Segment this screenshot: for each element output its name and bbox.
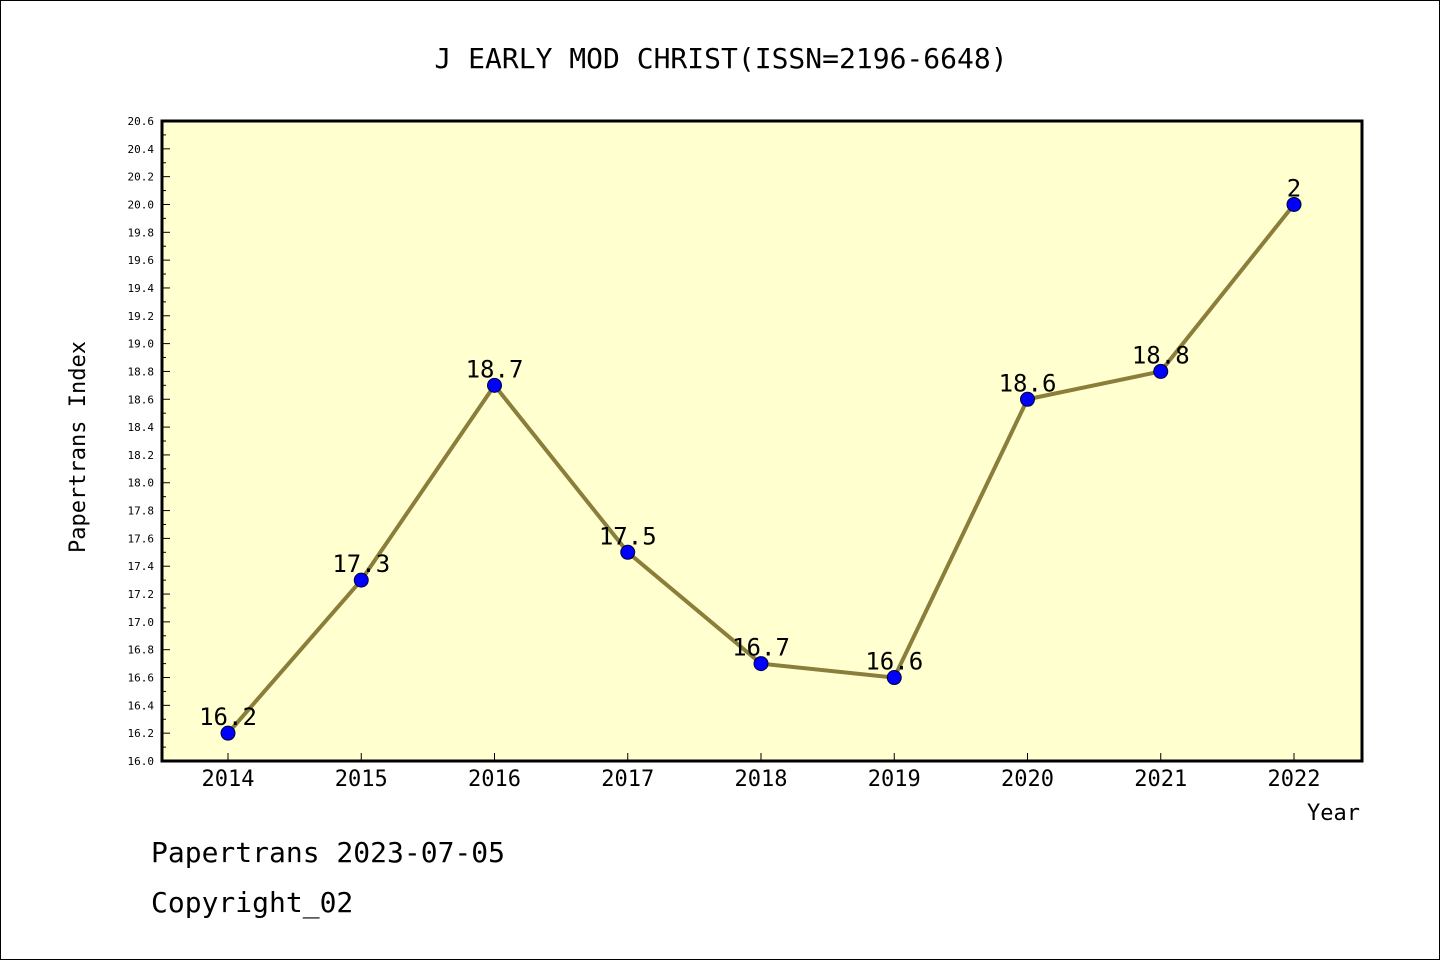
data-label: 2 [1287, 174, 1301, 202]
y-tick-label: 20.2 [128, 171, 155, 184]
y-tick-label: 17.4 [128, 560, 155, 573]
data-point [353, 572, 369, 588]
data-point [487, 377, 502, 393]
x-axis: 2014 2015 2016 2017 2018 2019 2020 2021 2022 [202, 753, 1321, 792]
x-axis-label: Year [1307, 801, 1360, 826]
y-axis-label: Papertrans Index [66, 341, 91, 553]
x-tick-label: 2017 [601, 767, 654, 792]
y-tick-label: 18.0 [128, 477, 155, 490]
y-tick-label: 20.6 [128, 115, 155, 128]
chart-title: J EARLY MOD CHRIST(ISSN=2196-6648) [434, 42, 1007, 75]
x-tick-label: 2021 [1134, 767, 1187, 792]
y-tick-label: 16.6 [128, 672, 155, 685]
y-tick-label: 19.4 [128, 282, 155, 295]
y-tick-label: 17.2 [128, 588, 155, 601]
data-label: 17.3 [332, 550, 390, 578]
data-label: 18.7 [466, 355, 524, 383]
data-label: 16.2 [199, 703, 257, 731]
y-tick-label: 18.4 [128, 421, 155, 434]
data-point [1153, 363, 1169, 379]
x-tick-label: 2015 [335, 767, 388, 792]
x-tick-label: 2014 [202, 767, 255, 792]
plot-area [160, 119, 1364, 763]
x-tick-label: 2019 [868, 767, 921, 792]
x-tick-label: 2022 [1268, 767, 1321, 792]
y-axis: 16.0 16.2 16.4 16.6 16.8 17.0 17.2 17.4 17.6 17.8… [128, 115, 170, 768]
data-point [753, 656, 769, 672]
footer-date: Papertrans 2023-07-05 [151, 836, 506, 869]
y-tick-label: 16.4 [128, 699, 155, 712]
y-tick-label: 18.8 [128, 365, 155, 378]
x-tick-label: 2018 [735, 767, 788, 792]
data-point [1020, 391, 1035, 407]
y-tick-label: 19.6 [128, 254, 155, 267]
y-tick-label: 18.2 [128, 449, 155, 462]
y-tick-label: 16.2 [128, 727, 155, 740]
data-point [620, 544, 636, 560]
y-tick-label: 20.4 [128, 143, 155, 156]
footer-copyright: Copyright_02 [151, 886, 354, 919]
y-tick-label: 17.8 [128, 505, 155, 518]
data-label: 16.7 [732, 634, 790, 662]
y-tick-label: 17.0 [128, 616, 155, 629]
data-labels: 16.2 17.3 18.7 17.5 16.7 16.6 18.6 18.8 2 [199, 174, 1301, 731]
x-tick-label: 2020 [1001, 767, 1054, 792]
y-tick-label: 19.2 [128, 310, 155, 323]
y-tick-label: 16.0 [128, 755, 155, 768]
x-tick-label: 2016 [468, 767, 521, 792]
data-point [886, 670, 902, 686]
data-point [220, 725, 236, 741]
data-points [220, 196, 1302, 741]
data-label: 16.6 [865, 648, 923, 676]
data-label: 18.8 [1132, 341, 1190, 369]
y-tick-label: 18.6 [128, 393, 155, 406]
data-point [1286, 196, 1302, 212]
y-tick-label: 20.0 [128, 198, 155, 211]
y-tick-label: 19.8 [128, 226, 155, 239]
data-label: 17.5 [599, 522, 657, 550]
data-label: 18.6 [999, 369, 1057, 397]
y-tick-label: 17.6 [128, 532, 155, 545]
y-tick-label: 16.8 [128, 644, 155, 657]
y-tick-label: 19.0 [128, 338, 155, 351]
